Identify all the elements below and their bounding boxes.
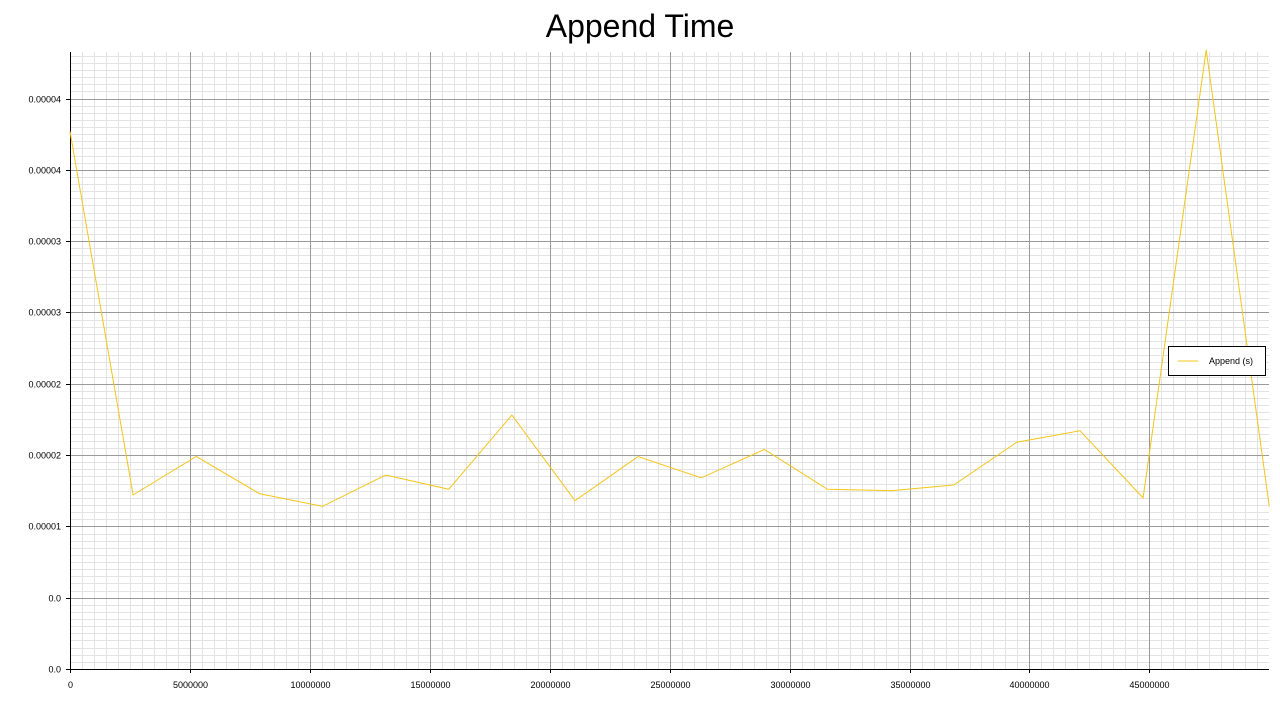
- y-tick-label: 0.0: [48, 594, 61, 604]
- x-tick-label: 20000000: [530, 680, 570, 690]
- x-tick-label: 35000000: [890, 680, 930, 690]
- y-tick-label: 0.0: [48, 665, 61, 675]
- x-tick-label: 45000000: [1129, 680, 1169, 690]
- x-tick-label: 10000000: [290, 680, 330, 690]
- x-tick-label: 0: [68, 680, 73, 690]
- legend-label: Append (s): [1209, 356, 1253, 366]
- x-tick-label: 5000000: [173, 680, 208, 690]
- y-tick-label: 0.00004: [28, 95, 61, 105]
- x-tick-label: 25000000: [650, 680, 690, 690]
- y-tick-label: 0.00002: [28, 380, 61, 390]
- y-tick-label: 0.00004: [28, 166, 61, 176]
- x-tick-label: 30000000: [770, 680, 810, 690]
- y-tick-label: 0.00003: [28, 308, 61, 318]
- series-line: [69, 49, 1270, 507]
- chart-title: Append Time: [545, 8, 735, 44]
- y-tick-label: 0.00001: [28, 522, 61, 532]
- y-tick-label: 0.00002: [28, 451, 61, 461]
- minor-grid: [70, 52, 1269, 670]
- x-tick-label: 40000000: [1009, 680, 1049, 690]
- x-tick-label: 15000000: [410, 680, 450, 690]
- y-tick-label: 0.00003: [28, 237, 61, 247]
